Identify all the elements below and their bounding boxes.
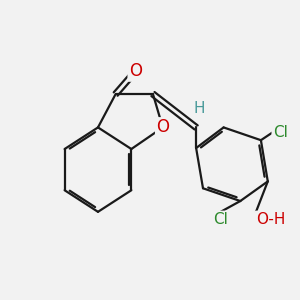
Text: O-H: O-H (256, 212, 285, 227)
Text: Cl: Cl (273, 125, 288, 140)
Text: O: O (156, 118, 169, 136)
Text: Cl: Cl (213, 212, 228, 227)
Text: O: O (129, 62, 142, 80)
Text: H: H (193, 101, 205, 116)
